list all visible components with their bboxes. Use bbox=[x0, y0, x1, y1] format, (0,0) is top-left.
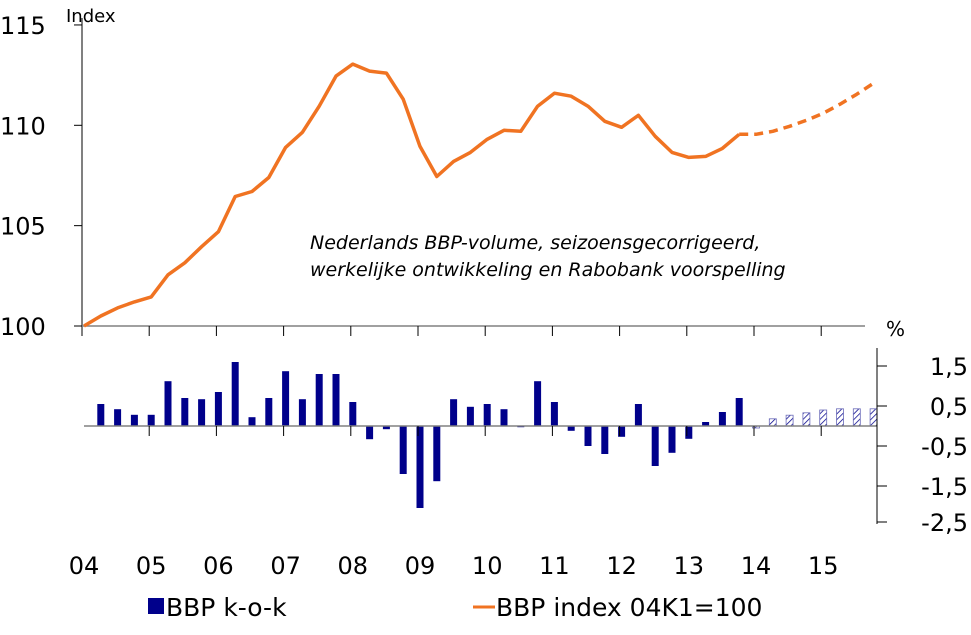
bar bbox=[130, 414, 138, 426]
x-tick-label: 06 bbox=[203, 552, 234, 580]
bar bbox=[97, 404, 105, 426]
forecast-bar bbox=[785, 414, 794, 427]
x-tick-label: 10 bbox=[472, 552, 503, 580]
line-x-axis-ticks bbox=[148, 326, 822, 336]
x-tick-label: 14 bbox=[741, 552, 772, 580]
bar bbox=[315, 374, 323, 426]
bar-ylabel: % bbox=[886, 317, 905, 341]
line-series bbox=[83, 62, 875, 328]
line-y-tick-label: 105 bbox=[0, 213, 46, 241]
forecast-bar bbox=[819, 409, 828, 427]
bar-y-tick-label: -2,5 bbox=[921, 509, 968, 537]
line-y-tick-label: 100 bbox=[0, 313, 46, 341]
bar bbox=[735, 398, 743, 426]
line-y-axis-ticks: 100 105 110 115 bbox=[0, 12, 82, 341]
bar-y-tick-label: 1,5 bbox=[930, 353, 968, 381]
forecast-line bbox=[739, 81, 875, 137]
bar bbox=[584, 426, 592, 446]
bar bbox=[248, 417, 256, 426]
bar bbox=[366, 426, 374, 440]
bar bbox=[634, 404, 642, 426]
annotation-line-1: Nederlands BBP-volume, seizoensgecorrige… bbox=[310, 232, 760, 254]
bar bbox=[433, 426, 441, 482]
bar bbox=[416, 426, 424, 508]
bar bbox=[298, 399, 306, 426]
legend-bar-swatch bbox=[148, 598, 164, 614]
bar bbox=[231, 362, 239, 426]
bar bbox=[702, 422, 710, 426]
forecast-bar bbox=[836, 408, 844, 427]
x-tick-label: 11 bbox=[539, 552, 570, 580]
x-tick-label: 09 bbox=[405, 552, 436, 580]
x-tick-label: 05 bbox=[136, 552, 167, 580]
bar-y-tick-label: -0,5 bbox=[921, 433, 968, 461]
bar bbox=[382, 426, 390, 430]
legend-line-label: BBP index 04K1=100 bbox=[496, 593, 762, 622]
x-tick-label: 08 bbox=[338, 552, 369, 580]
bar bbox=[550, 402, 558, 426]
x-tick-label: 04 bbox=[69, 552, 100, 580]
bar bbox=[500, 409, 508, 426]
forecast-bar bbox=[802, 412, 811, 427]
x-axis-labels: 04 05 06 07 08 09 10 11 12 13 14 15 bbox=[69, 552, 839, 580]
bar bbox=[483, 404, 491, 426]
bar bbox=[214, 392, 222, 426]
bar bbox=[332, 374, 340, 426]
bar bbox=[466, 406, 474, 426]
legend-bar-label: BBP k-o-k bbox=[166, 593, 287, 622]
bar bbox=[668, 426, 676, 453]
bar bbox=[567, 426, 575, 431]
forecast-bar bbox=[869, 408, 878, 427]
bar bbox=[114, 409, 122, 426]
line-y-tick-label: 115 bbox=[0, 12, 46, 40]
bar bbox=[147, 414, 155, 426]
legend: BBP k-o-k BBP index 04K1=100 bbox=[148, 593, 762, 622]
x-tick-label: 12 bbox=[606, 552, 637, 580]
bar bbox=[718, 412, 726, 426]
bar bbox=[685, 426, 693, 439]
bar bbox=[265, 398, 273, 426]
bar-series bbox=[97, 362, 878, 508]
bar-y-tick-label: -1,5 bbox=[921, 473, 968, 501]
bar bbox=[399, 426, 407, 474]
forecast-bar bbox=[852, 408, 861, 427]
x-tick-label: 13 bbox=[674, 552, 705, 580]
bar-y-axis-ticks: 1,5 0,5 -0,5 -1,5 -2,5 bbox=[877, 353, 968, 537]
x-tick-label: 15 bbox=[808, 552, 839, 580]
bar-x-axis-ticks bbox=[148, 426, 822, 436]
annotation-line-2: werkelijke ontwikkeling en Rabobank voor… bbox=[310, 259, 786, 281]
bar bbox=[601, 426, 609, 454]
line-ylabel: Index bbox=[66, 6, 116, 27]
bar bbox=[349, 402, 357, 426]
bar bbox=[164, 381, 172, 426]
bar bbox=[651, 426, 659, 466]
bar bbox=[198, 399, 206, 426]
forecast-bar bbox=[768, 418, 777, 427]
bar bbox=[450, 399, 458, 426]
x-tick-label: 07 bbox=[270, 552, 301, 580]
line-y-tick-label: 110 bbox=[0, 112, 46, 140]
bar bbox=[181, 398, 189, 426]
bar bbox=[534, 381, 542, 426]
bar bbox=[618, 426, 626, 437]
bar-y-tick-label: 0,5 bbox=[930, 393, 968, 421]
bar bbox=[282, 371, 290, 426]
actual-line bbox=[83, 62, 741, 328]
